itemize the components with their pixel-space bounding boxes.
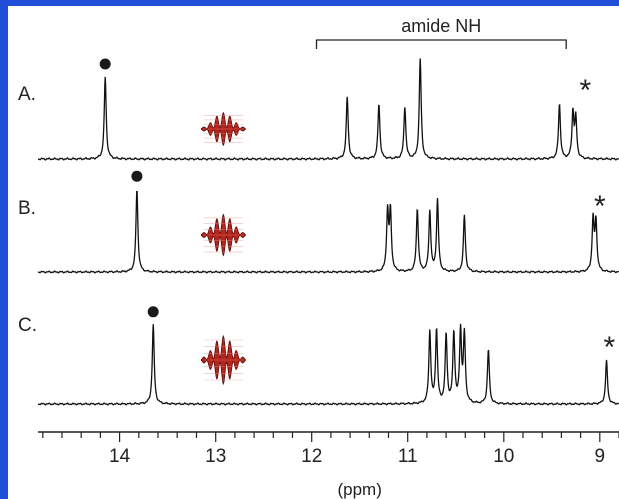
panel-label: B. xyxy=(18,198,36,219)
peak-dot-marker xyxy=(99,58,111,70)
panel-label: C. xyxy=(18,315,37,336)
bracket-line xyxy=(315,39,567,49)
amide-nh-bracket xyxy=(315,39,567,49)
x-tick-label: 14 xyxy=(109,446,131,467)
peak-dot-marker xyxy=(147,306,159,318)
asterisk-marker: * xyxy=(604,331,616,364)
peak-dot-marker xyxy=(131,170,143,182)
panels-group: A. * B. * C. * xyxy=(18,58,619,406)
nmr-spectra-plot: A. * B. * C. * amide NH 14 13 12 11 10 9 (ppm) xyxy=(18,16,619,499)
x-tick-label: 9 xyxy=(595,446,606,467)
x-tick-label: 12 xyxy=(301,446,322,467)
spectrum-panel-3: C. * xyxy=(18,306,619,406)
spectrum-panel-2: B. * xyxy=(18,170,619,274)
spectrum-trace xyxy=(37,323,619,406)
asterisk-marker: * xyxy=(594,190,606,223)
x-tick-label: 11 xyxy=(398,446,418,467)
bracket-label: amide NH xyxy=(401,16,481,36)
asterisk-marker: * xyxy=(580,74,592,107)
spectrum-trace xyxy=(37,190,619,274)
x-tick-label: 10 xyxy=(493,446,514,467)
x-axis: 14 13 12 11 10 9 xyxy=(38,431,619,467)
x-tick-label: 13 xyxy=(205,446,226,467)
spectrum-trace xyxy=(37,58,619,161)
spectrum-panel-1: A. * xyxy=(18,58,619,161)
x-axis-title: (ppm) xyxy=(337,480,381,499)
panel-label: A. xyxy=(18,84,36,105)
